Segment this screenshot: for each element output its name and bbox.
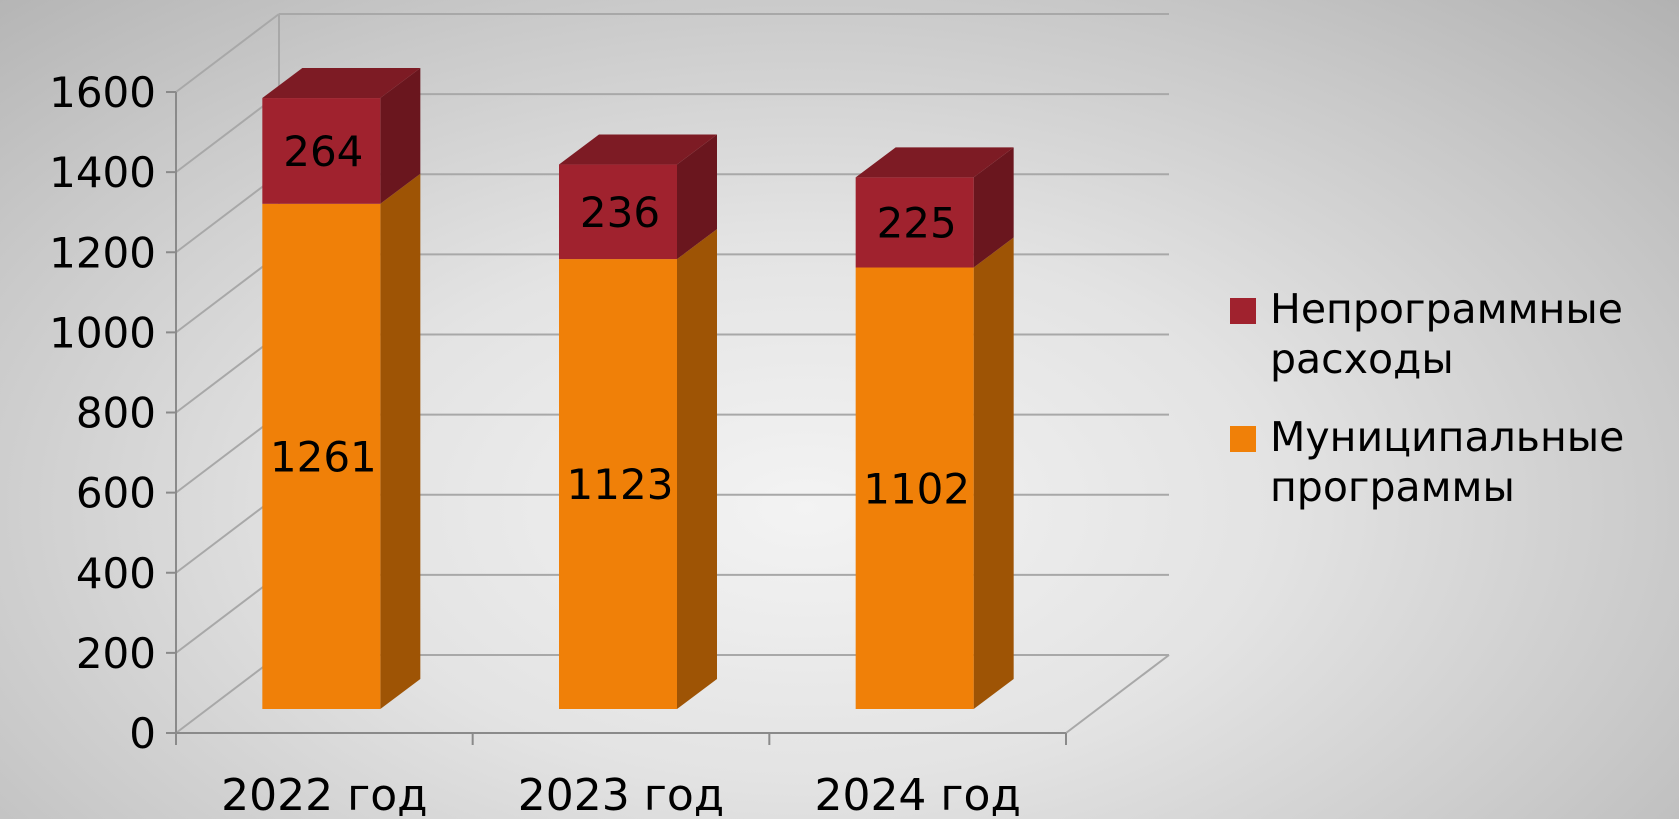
gridline-side <box>175 173 280 254</box>
y-tick-label: 0 <box>129 709 156 758</box>
bar-segment <box>262 173 421 709</box>
data-label: 1261 <box>270 432 377 481</box>
y-tick-label: 400 <box>76 549 156 598</box>
y-tick-label: 800 <box>76 389 156 438</box>
bar-side-face <box>380 68 421 204</box>
bar-front-face <box>262 98 381 204</box>
bar-front-face <box>855 177 974 268</box>
y-tick-label: 600 <box>76 469 156 518</box>
x-category-label: 2023 год <box>518 770 724 819</box>
x-category-label: 2022 год <box>221 770 427 819</box>
bar-front-face <box>855 267 974 709</box>
bar-top-face <box>559 134 717 165</box>
bar-front-face <box>262 203 381 709</box>
gridlines <box>175 13 1170 734</box>
axes: 0 200 400 600 800 1000 1200 1400 1600 2022 год 202… <box>49 68 1067 819</box>
gridline-side <box>175 654 280 734</box>
gridline-side <box>175 574 280 654</box>
gridline-side <box>175 13 280 93</box>
data-label: 264 <box>283 127 363 176</box>
bar-segment <box>855 147 1014 268</box>
bar-front-face <box>559 259 677 709</box>
bar-top-face <box>855 147 1014 178</box>
y-tick-label: 1200 <box>49 228 156 277</box>
floor-edge <box>1065 654 1170 734</box>
gridline-side <box>175 413 280 494</box>
bar-segment <box>559 134 717 260</box>
bar-segment <box>855 237 1014 710</box>
bar-segment <box>262 68 421 204</box>
bar-side-face <box>973 237 1014 710</box>
bar-segment <box>559 229 717 709</box>
bar-front-face <box>559 164 677 260</box>
legend-label: Муниципальные <box>1270 413 1624 461</box>
bar-side-face <box>380 173 421 709</box>
data-label: 1123 <box>567 460 674 509</box>
bars <box>262 68 1014 710</box>
legend-swatch <box>1230 426 1256 452</box>
legend-label: программы <box>1270 463 1515 511</box>
data-labels: 1261 264 1123 236 1102 225 <box>270 127 970 513</box>
y-tick-label: 200 <box>76 629 156 678</box>
data-label: 225 <box>877 198 957 247</box>
legend-swatch <box>1230 298 1256 324</box>
y-tick-label: 1600 <box>49 68 156 117</box>
y-tick-label: 1000 <box>49 308 156 357</box>
legend-label: расходы <box>1270 335 1454 383</box>
bar-side-face <box>677 134 717 260</box>
x-category-label: 2024 год <box>814 770 1020 819</box>
data-label: 236 <box>580 188 660 237</box>
bar-side-face <box>677 229 717 709</box>
gridline-side <box>175 333 280 414</box>
gridline-side <box>175 253 280 334</box>
y-tick-label: 1400 <box>49 148 156 197</box>
data-label: 1102 <box>863 464 970 513</box>
gridline-side <box>175 93 280 173</box>
bar-side-face <box>973 147 1014 268</box>
bar-top-face <box>262 68 421 99</box>
gridline-side <box>175 493 280 574</box>
legend-label: Непрограммные <box>1270 285 1623 333</box>
